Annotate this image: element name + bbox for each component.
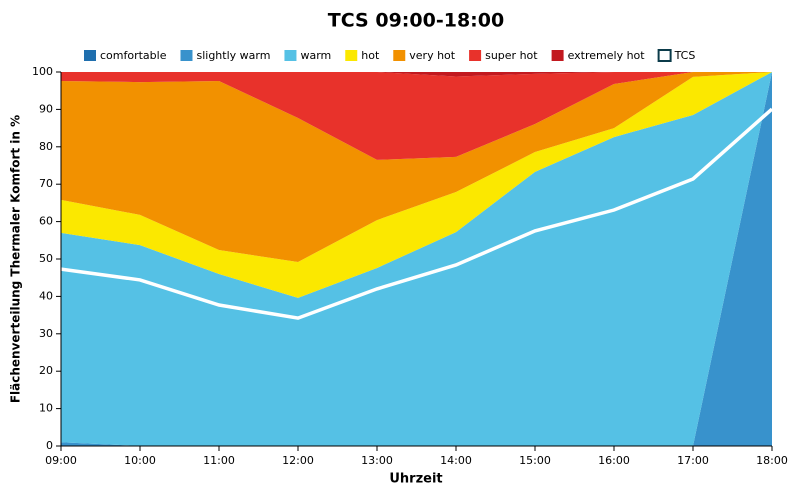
area bbox=[61, 72, 772, 298]
legend-swatch bbox=[551, 50, 564, 61]
legend-swatch bbox=[84, 50, 96, 61]
y-axis-label: Flächenverteilung Thermaler Komfort in % bbox=[9, 115, 23, 403]
y-tick-label: 80 bbox=[39, 140, 53, 153]
legend-swatch bbox=[284, 50, 297, 61]
x-tick-label: 13:00 bbox=[361, 454, 393, 467]
y-tick-label: 30 bbox=[39, 327, 53, 340]
legend-swatch bbox=[180, 50, 193, 61]
legend-label: super hot bbox=[485, 49, 538, 62]
x-tick-label: 18:00 bbox=[756, 454, 788, 467]
legend-label: TCS bbox=[674, 49, 696, 62]
x-tick-label: 11:00 bbox=[203, 454, 235, 467]
y-tick-label: 20 bbox=[39, 364, 53, 377]
area bbox=[61, 72, 772, 262]
tcs-line bbox=[60, 107, 774, 320]
x-tick-label: 10:00 bbox=[124, 454, 156, 467]
x-axis-label: Uhrzeit bbox=[389, 472, 442, 487]
legend-label: comfortable bbox=[100, 49, 167, 62]
y-tick-label: 10 bbox=[39, 402, 53, 415]
x-tick-label: 14:00 bbox=[440, 454, 472, 467]
legend-label: warm bbox=[300, 49, 331, 62]
x-tick-label: 16:00 bbox=[598, 454, 630, 467]
x-tick-label: 09:00 bbox=[45, 454, 77, 467]
legend-swatch bbox=[657, 49, 672, 62]
legend-label: very hot bbox=[409, 49, 456, 62]
y-tick-label: 70 bbox=[39, 177, 53, 190]
y-tick-label: 100 bbox=[32, 65, 53, 78]
area bbox=[61, 72, 772, 446]
legend-swatch bbox=[393, 50, 406, 61]
x-tick-label: 12:00 bbox=[282, 454, 314, 467]
area bbox=[61, 72, 772, 446]
y-tick-label: 0 bbox=[46, 439, 53, 452]
chart-title: TCS 09:00-18:00 bbox=[328, 10, 504, 32]
y-tick-label: 90 bbox=[39, 102, 53, 115]
legend-label: slightly warm bbox=[196, 49, 270, 62]
legend-label: hot bbox=[361, 49, 380, 62]
x-tick-label: 17:00 bbox=[677, 454, 709, 467]
y-tick-label: 60 bbox=[39, 215, 53, 228]
legend-swatch bbox=[469, 50, 482, 61]
y-tick-label: 50 bbox=[39, 252, 53, 265]
y-tick-label: 40 bbox=[39, 289, 53, 302]
legend-label: extremely hot bbox=[568, 49, 646, 62]
area bbox=[61, 72, 772, 160]
legend-swatch bbox=[345, 50, 358, 61]
x-tick-label: 15:00 bbox=[519, 454, 551, 467]
area bbox=[61, 72, 772, 77]
